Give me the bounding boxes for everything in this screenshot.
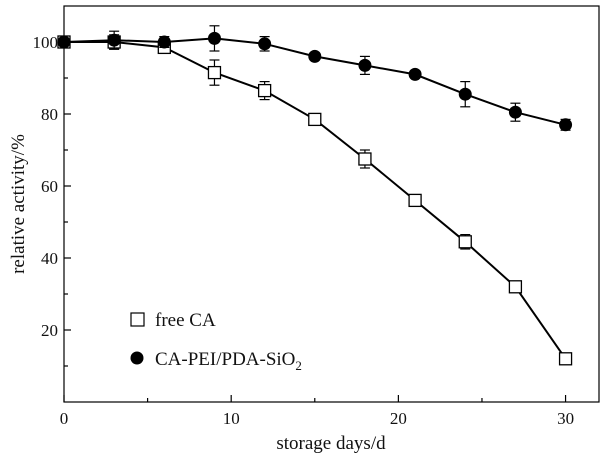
data-point-circle xyxy=(107,33,121,47)
x-tick-label: 0 xyxy=(60,409,69,428)
y-tick-label: 60 xyxy=(41,177,58,196)
y-tick-label: 80 xyxy=(41,105,58,124)
legend-marker-free-ca xyxy=(130,312,145,327)
legend-marker-ca-pei-pda-sio2 xyxy=(130,351,144,365)
data-point-square xyxy=(408,193,422,208)
data-point-circle xyxy=(458,87,472,101)
x-tick-label: 30 xyxy=(557,409,574,428)
data-point-square xyxy=(458,235,472,249)
legend: free CA CA-PEI/PDA-SiO2 xyxy=(130,310,302,373)
data-point-circle xyxy=(508,105,522,119)
legend-label-subscript: 2 xyxy=(295,358,302,373)
data-point-circle xyxy=(559,118,573,132)
data-point-square xyxy=(257,83,272,98)
legend-label-free-ca: free CA xyxy=(155,310,216,331)
axis-ticks: 0 10 20 30 20 40 60 80 100 xyxy=(33,33,575,428)
data-point-square xyxy=(508,280,523,294)
x-tick-label: 10 xyxy=(223,409,240,428)
data-point-circle xyxy=(408,67,422,81)
y-tick-label: 100 xyxy=(33,33,59,52)
series-line xyxy=(64,41,567,360)
y-tick-label: 40 xyxy=(41,249,58,268)
data-point-circle xyxy=(157,35,171,49)
data-point-circle xyxy=(258,37,272,51)
data-point-square xyxy=(358,152,372,166)
data-point-circle xyxy=(308,49,322,63)
data-point-circle xyxy=(358,58,372,72)
series-layer xyxy=(57,25,573,366)
y-tick-label: 20 xyxy=(41,321,58,340)
plot-frame xyxy=(63,5,600,403)
legend-label-ca-pei-pda-sio2: CA-PEI/PDA-SiO2 xyxy=(155,349,302,373)
legend-label-ca-pei-pda-sio2-main: CA-PEI/PDA-SiO xyxy=(155,349,295,370)
data-point-square xyxy=(308,112,322,127)
x-axis-label: storage days/d xyxy=(276,433,386,454)
x-tick-label: 20 xyxy=(390,409,407,428)
data-point-square xyxy=(207,65,222,80)
series-1 xyxy=(57,25,573,132)
data-point-square xyxy=(558,352,573,366)
y-axis-label: relative activity/% xyxy=(8,134,29,274)
data-point-circle xyxy=(207,31,221,45)
data-point-circle xyxy=(57,35,71,49)
